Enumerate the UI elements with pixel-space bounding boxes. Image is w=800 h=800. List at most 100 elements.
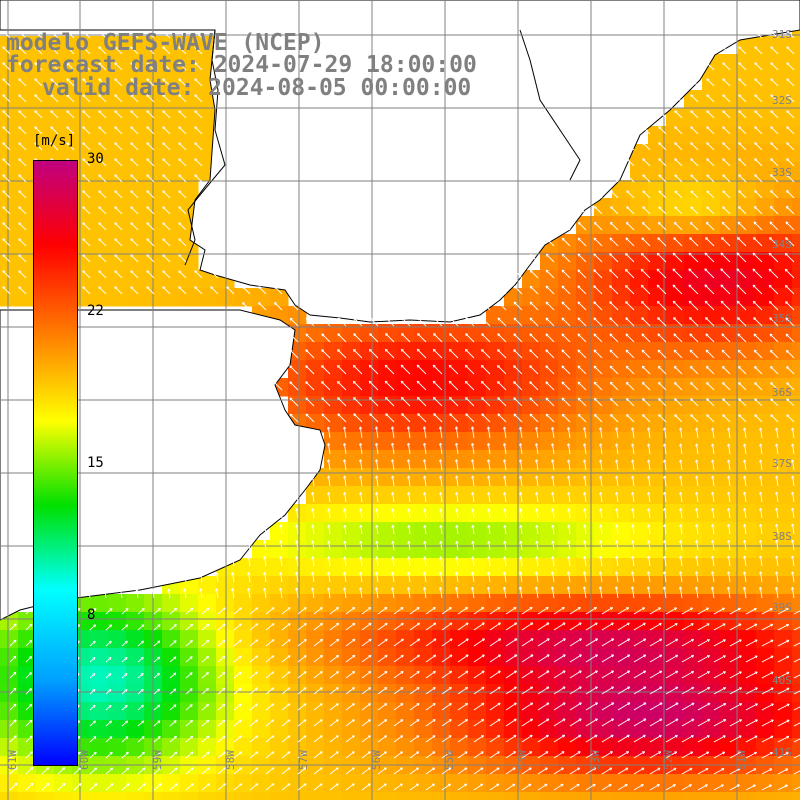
field-cell [486, 414, 505, 433]
field-cell [288, 774, 307, 793]
field-cell [720, 216, 739, 235]
field-cell [468, 702, 487, 721]
field-cell [432, 774, 451, 793]
wind-arrow [593, 237, 603, 247]
field-cell [792, 612, 800, 631]
field-cell [108, 666, 127, 685]
field-cell [522, 396, 541, 415]
wind-arrow [50, 30, 59, 39]
field-cell [684, 90, 703, 109]
field-cell [396, 504, 415, 523]
field-cell [702, 684, 721, 703]
field-cell [450, 792, 469, 800]
field-cell [594, 594, 613, 613]
wind-arrow [98, 62, 107, 71]
field-cell [180, 648, 199, 667]
field-cell [666, 108, 685, 127]
wind-arrow [770, 94, 779, 103]
field-cell [324, 648, 343, 667]
field-cell [576, 378, 595, 397]
field-cell [216, 720, 235, 739]
field-cell [558, 774, 577, 793]
field-cell [774, 792, 793, 800]
field-cell [54, 108, 73, 127]
field-cell [324, 594, 343, 613]
field-cell [792, 450, 800, 469]
field-cell [756, 270, 775, 289]
field-cell [702, 540, 721, 559]
lon-label: 56W [370, 750, 383, 770]
field-cell [630, 414, 649, 433]
field-cell [288, 594, 307, 613]
field-cell [342, 666, 361, 685]
field-cell [396, 414, 415, 433]
field-cell [342, 522, 361, 541]
field-cell [648, 738, 667, 757]
wind-arrow [561, 221, 571, 231]
field-cell [162, 90, 181, 109]
wind-arrow [178, 30, 187, 39]
field-cell [792, 108, 800, 127]
field-cell [396, 594, 415, 613]
wind-arrow [114, 78, 123, 87]
field-cell [756, 504, 775, 523]
field-cell [684, 414, 703, 433]
field-cell [162, 54, 181, 73]
field-cell [72, 144, 91, 163]
field-cell [324, 324, 343, 343]
wind-arrow [82, 62, 91, 71]
field-cell [738, 576, 757, 595]
field-cell [540, 270, 559, 289]
wind-arrow [18, 110, 27, 119]
field-cell [792, 72, 800, 91]
wind-arrow [722, 174, 731, 183]
field-cell [522, 414, 541, 433]
field-cell [702, 792, 721, 800]
field-cell [558, 486, 577, 505]
field-cell [432, 630, 451, 649]
field-cell [612, 720, 631, 739]
field-cell [558, 540, 577, 559]
lon-label: 55W [443, 750, 456, 770]
wind-arrow [2, 238, 11, 247]
field-cell [198, 288, 217, 307]
wind-arrow [706, 78, 715, 87]
field-cell [756, 540, 775, 559]
field-cell [216, 576, 235, 595]
field-cell [306, 360, 325, 379]
field-cell [792, 180, 800, 199]
field-cell [450, 522, 469, 541]
wind-arrow [162, 142, 171, 151]
field-cell [72, 792, 91, 800]
field-cell [18, 666, 37, 685]
field-cell [684, 468, 703, 487]
field-cell [612, 468, 631, 487]
field-cell [684, 576, 703, 595]
lat-label: 33S [772, 166, 792, 179]
field-cell [54, 144, 73, 163]
field-cell [90, 648, 109, 667]
field-cell [738, 396, 757, 415]
field-cell [414, 468, 433, 487]
field-cell [702, 360, 721, 379]
field-cell [648, 234, 667, 253]
field-cell [630, 720, 649, 739]
field-cell [756, 576, 775, 595]
field-cell [324, 792, 343, 800]
field-cell [126, 216, 145, 235]
field-cell [630, 450, 649, 469]
wind-arrow [98, 94, 107, 103]
field-cell [36, 774, 55, 793]
field-cell [720, 54, 739, 73]
wind-arrow [162, 158, 171, 167]
field-cell [594, 612, 613, 631]
field-cell [270, 648, 289, 667]
field-cell [774, 738, 793, 757]
field-cell [612, 198, 631, 217]
field-cell [576, 270, 595, 289]
field-cell [666, 720, 685, 739]
field-cell [612, 306, 631, 325]
field-cell [90, 90, 109, 109]
field-cell [756, 702, 775, 721]
field-cell [450, 702, 469, 721]
